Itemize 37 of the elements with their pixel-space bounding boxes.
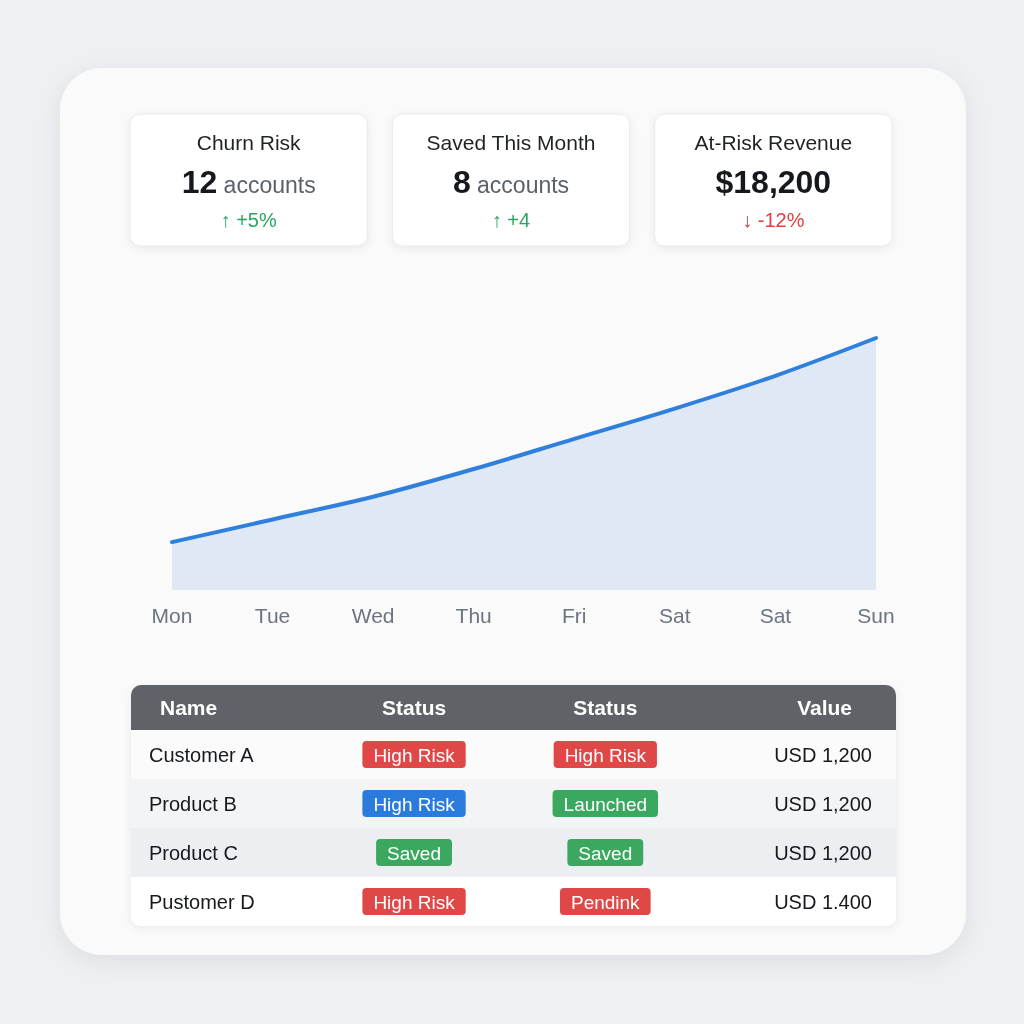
data-label: Pendink xyxy=(570,891,641,913)
category-label: Customer A xyxy=(149,743,255,766)
text: Value xyxy=(797,696,852,719)
text: Status xyxy=(381,696,447,719)
category-label: Churn Risk xyxy=(196,131,302,154)
x-tick-label: Fri xyxy=(562,604,587,627)
x-tick-label: Sat xyxy=(759,604,792,627)
data-label: High Risk xyxy=(373,891,456,913)
data-label: Saved xyxy=(578,842,633,864)
category-label: Pustomer D xyxy=(149,890,255,913)
text: ↓ -12% xyxy=(742,209,805,231)
x-tick-label: Wed xyxy=(351,604,395,627)
text: 8 accounts xyxy=(452,164,570,200)
x-tick-label: Sat xyxy=(659,604,691,627)
text: ↑ +5% xyxy=(220,209,277,231)
data-label: Saved xyxy=(387,842,441,864)
text: 12 accounts xyxy=(181,164,316,200)
text: Name xyxy=(160,696,218,719)
text: ↑ +4 xyxy=(491,209,531,231)
category-label: At-Risk Revenue xyxy=(694,131,853,154)
data-label: High Risk xyxy=(373,744,456,766)
x-tick-label: Sun xyxy=(857,604,895,627)
x-tick-label: Mon xyxy=(151,604,193,627)
data-label: High Risk xyxy=(373,793,456,815)
category-label: Product B xyxy=(149,792,237,815)
x-tick-label: Tue xyxy=(254,604,291,627)
data-label: USD 1,200 xyxy=(774,743,872,766)
data-label: USD 1,200 xyxy=(774,792,872,815)
category-label: Product C xyxy=(149,841,238,864)
text: Status xyxy=(573,696,638,719)
data-label: High Risk xyxy=(564,744,647,766)
data-label: Launched xyxy=(563,793,648,815)
x-tick-label: Thu xyxy=(455,604,492,627)
data-label: USD 1,200 xyxy=(774,841,872,864)
text: $18,200 xyxy=(715,164,832,200)
data-label: USD 1.400 xyxy=(774,890,872,913)
category-label: Saved This Month xyxy=(426,131,596,154)
